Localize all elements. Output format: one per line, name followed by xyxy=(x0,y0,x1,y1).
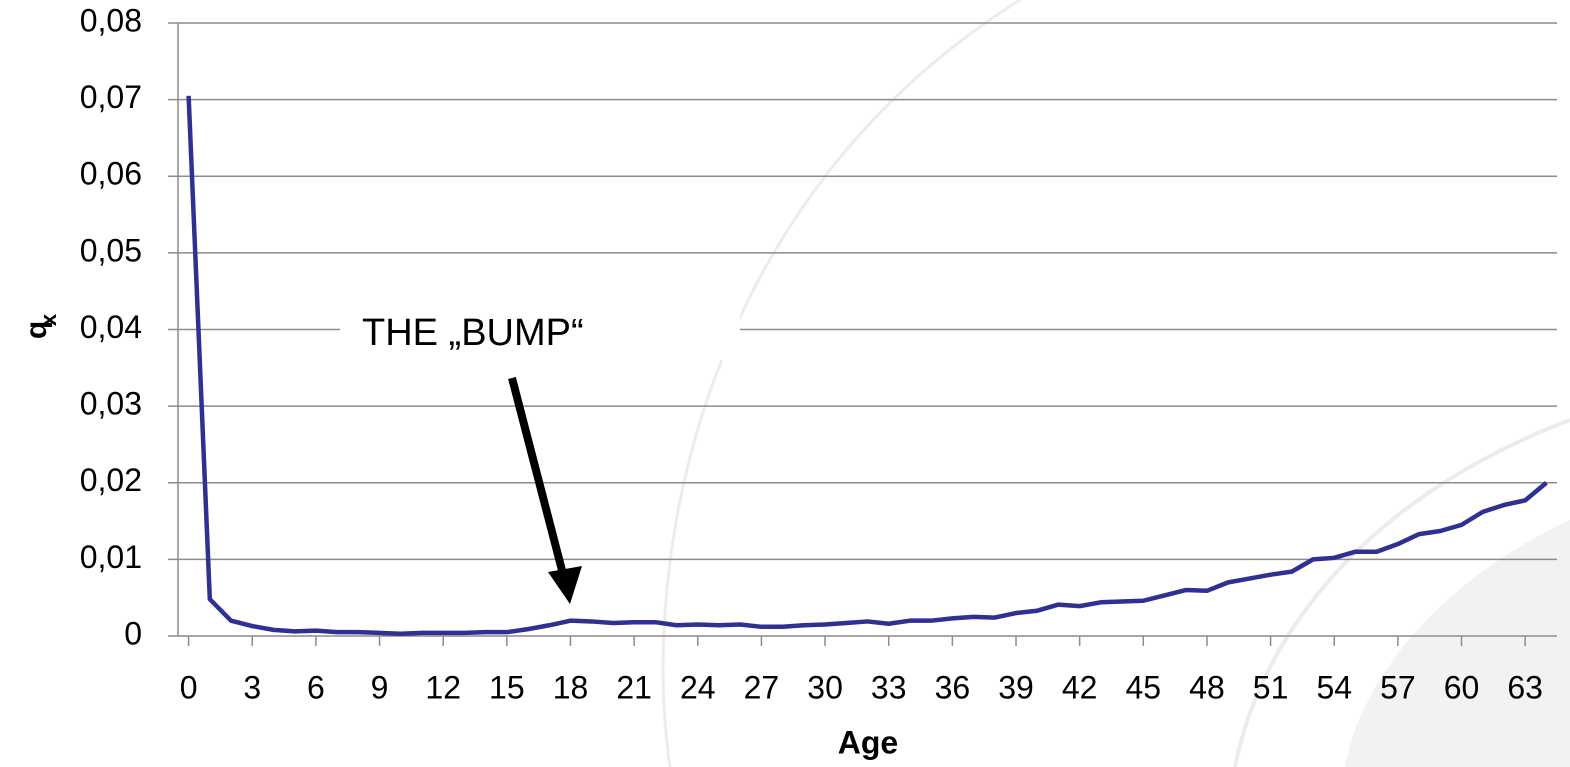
annotation-arrow xyxy=(508,376,582,604)
x-tick-label: 36 xyxy=(935,669,971,705)
y-tick-label: 0,03 xyxy=(80,386,142,422)
x-tick-label: 9 xyxy=(371,669,389,705)
x-tick-label: 33 xyxy=(871,669,907,705)
background-arcs xyxy=(661,0,1570,767)
y-tick-label: 0,04 xyxy=(80,309,142,345)
annotation-background xyxy=(340,310,740,360)
x-tick-label: 60 xyxy=(1444,669,1480,705)
y-tick-label: 0,05 xyxy=(80,232,142,268)
y-axis-label-main: q xyxy=(20,321,53,339)
y-tick-label: 0,07 xyxy=(80,79,142,115)
y-axis-label: q x xyxy=(20,313,61,339)
x-tick-label: 51 xyxy=(1253,669,1289,705)
x-tick-label: 12 xyxy=(425,669,461,705)
x-tick-label: 48 xyxy=(1189,669,1225,705)
x-tick-label: 0 xyxy=(180,669,198,705)
x-tick-label: 39 xyxy=(998,669,1034,705)
x-tick-label: 57 xyxy=(1380,669,1416,705)
y-axis-label-sub: x xyxy=(36,313,61,326)
x-tick-label: 63 xyxy=(1507,669,1543,705)
x-axis-label: Age xyxy=(838,724,898,760)
x-tick-label: 3 xyxy=(243,669,261,705)
x-tick-label: 30 xyxy=(807,669,843,705)
x-tick-label: 6 xyxy=(307,669,325,705)
y-tick-label: 0,08 xyxy=(80,2,142,38)
x-tick-label: 15 xyxy=(489,669,525,705)
y-tick-label: 0,06 xyxy=(80,156,142,192)
x-tick-label: 21 xyxy=(616,669,652,705)
grid xyxy=(168,22,1557,646)
y-tick-label: 0,02 xyxy=(80,462,142,498)
x-tick-label: 45 xyxy=(1126,669,1162,705)
x-tick-label: 27 xyxy=(744,669,780,705)
annotation: THE „BUMP“ xyxy=(362,312,584,354)
x-tick-label: 54 xyxy=(1316,669,1352,705)
x-tick-label: 24 xyxy=(680,669,716,705)
y-tick-label: 0,01 xyxy=(80,539,142,575)
data-line xyxy=(186,95,1548,636)
x-tick-label: 42 xyxy=(1062,669,1098,705)
x-tick-label: 18 xyxy=(553,669,589,705)
y-tick-label: 0 xyxy=(124,615,142,651)
